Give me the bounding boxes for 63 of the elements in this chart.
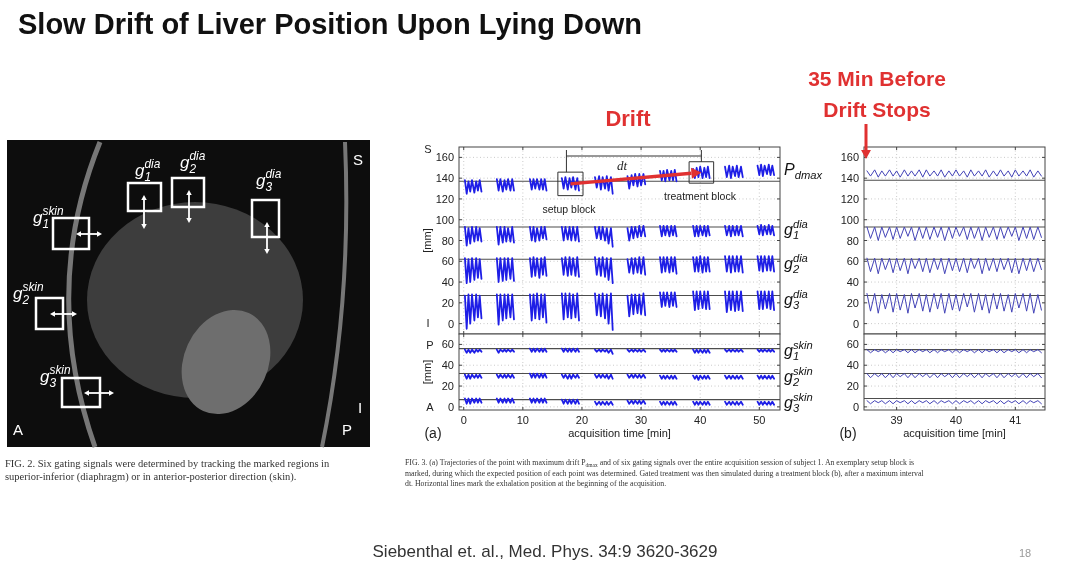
y-tick-label: 140 [435, 172, 454, 185]
y-tick-label: 40 [441, 359, 454, 372]
line-series [866, 257, 1042, 275]
text: 18 [1018, 547, 1032, 559]
annotation: setup block [542, 203, 597, 215]
text: I [426, 317, 430, 329]
y-tick-label: 60 [846, 255, 859, 268]
x-axis-title: acquisition time [min] [903, 427, 1006, 439]
x-tick-label: 10 [516, 414, 529, 426]
y-tick-label: 60 [846, 338, 859, 351]
text: A [12, 421, 24, 438]
x-tick-label: 40 [949, 414, 963, 426]
text: A [426, 401, 435, 413]
text: S [424, 143, 432, 155]
y-tick-label: 60 [441, 255, 454, 268]
text: Drift [605, 106, 652, 131]
text: (b) [839, 425, 857, 441]
x-tick-label: 39 [890, 414, 903, 426]
y-tick-label: 100 [840, 213, 859, 226]
y-tick-label: 80 [846, 234, 859, 247]
y-tick-label: 120 [435, 192, 454, 205]
y-tick-label: 40 [441, 276, 454, 289]
y-tick-label: 0 [852, 317, 859, 330]
y-tick-label: 20 [441, 380, 454, 393]
annotation: dt [616, 158, 628, 173]
annotation: treatment block [664, 190, 737, 202]
y-tick-label: 20 [846, 380, 859, 393]
line-series [866, 292, 1042, 314]
x-tick-label: 20 [575, 414, 589, 426]
y-tick-label: 60 [441, 338, 454, 351]
text: Slow Drift of Liver Position Upon Lying Down [18, 8, 643, 40]
y-tick-label: 160 [435, 151, 454, 164]
y-tick-label: 120 [840, 192, 859, 205]
y-tick-label: 0 [852, 400, 859, 413]
text: P [341, 421, 353, 438]
x-tick-label: 30 [634, 414, 648, 426]
y-tick-label: 160 [840, 151, 859, 164]
y-axis-title: [mm] [421, 228, 433, 253]
y-tick-label: 40 [846, 276, 859, 289]
y-tick-label: 20 [846, 296, 859, 309]
y-tick-label: 100 [435, 213, 454, 226]
text: (a) [424, 425, 442, 441]
text: 35 Min Before Drift Stops [808, 67, 946, 121]
x-tick-label: 50 [753, 414, 766, 426]
x-axis-title: acquisition time [min] [568, 427, 671, 439]
y-tick-label: 40 [846, 359, 859, 372]
text: P [426, 339, 434, 351]
text: S [352, 151, 364, 168]
y-axis-title: [mm] [421, 359, 433, 385]
line-series [866, 169, 1042, 178]
y-tick-label: 80 [441, 234, 454, 247]
y-tick-label: 140 [840, 172, 859, 185]
y-tick-label: 0 [447, 317, 454, 330]
x-tick-label: 41 [1009, 414, 1022, 426]
x-tick-label: 0 [460, 414, 467, 426]
y-tick-label: 20 [441, 296, 454, 309]
x-tick-label: 40 [694, 414, 707, 426]
y-tick-label: 0 [447, 400, 454, 413]
series-label: P$_{dmax}$ [784, 161, 823, 182]
caption: FIG. 2. Six gating signals were determined by tracking the marked regions in superior-inferior (diaphragm) or in anterior-posterior direction (skin). [5, 458, 331, 483]
text: I [357, 399, 363, 416]
text: Siebenthal et. al., Med. Phys. 34:9 3620-3629 [372, 542, 718, 561]
line-series [866, 226, 1042, 241]
